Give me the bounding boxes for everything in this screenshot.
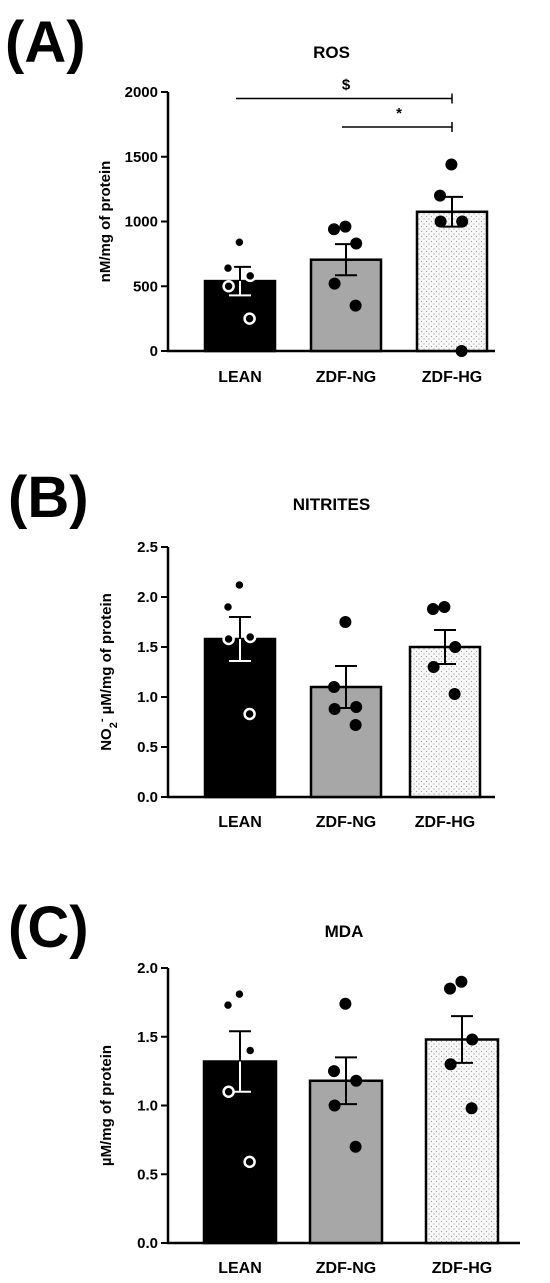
data-point <box>328 681 340 693</box>
data-point <box>444 982 456 995</box>
data-point <box>455 345 468 357</box>
bar-zdf-hg <box>415 210 489 353</box>
data-point <box>328 1099 341 1112</box>
bar-lean <box>203 637 277 799</box>
data-point <box>222 280 235 293</box>
data-point <box>349 719 362 731</box>
y-tick-label: 1.5 <box>137 1029 158 1046</box>
data-point <box>445 158 458 171</box>
chart-title: NITRITES <box>293 495 370 514</box>
data-point <box>444 1058 457 1071</box>
y-tick-label: 0.5 <box>137 739 158 756</box>
bar-zdf-hg <box>424 1038 500 1245</box>
bar-zdf-hg <box>408 645 482 799</box>
y-tick-label: 0.0 <box>137 1235 158 1252</box>
data-point <box>434 215 447 228</box>
y-tick-label: 2.0 <box>137 960 158 977</box>
category-label-lean: LEAN <box>218 814 262 831</box>
category-label-zdf-hg: ZDF-HG <box>432 1260 492 1277</box>
data-point <box>448 688 461 700</box>
y-axis-label: NO2- µM/mg of protein <box>96 593 120 751</box>
data-point <box>427 661 440 673</box>
data-point <box>243 312 256 325</box>
y-tick-label: 2000 <box>125 84 158 101</box>
data-point <box>449 641 462 653</box>
y-tick-label: 500 <box>133 278 158 295</box>
y-axis-label: nM/mg of protein <box>97 161 114 283</box>
data-point <box>243 1155 256 1169</box>
data-point <box>339 220 352 233</box>
data-point <box>350 237 363 250</box>
data-point <box>349 1140 362 1153</box>
data-point <box>328 223 340 236</box>
chart-panel-2: (B) NITRITES 0.0 0.5 1.0 1.5 2.0 2.5 NO2- µM/mg … <box>8 465 495 831</box>
data-point <box>222 1085 235 1098</box>
category-label-lean: LEAN <box>218 1260 262 1277</box>
data-point <box>243 1044 257 1057</box>
category-label-zdf-ng: ZDF-NG <box>316 369 376 386</box>
data-point <box>243 707 256 721</box>
data-point <box>339 616 352 628</box>
y-tick-label: 2.0 <box>137 589 158 606</box>
panel-label: (B) <box>8 465 89 530</box>
y-tick-label: 1.5 <box>137 639 158 656</box>
category-label-zdf-ng: ZDF-NG <box>316 814 376 831</box>
category-label-zdf-ng: ZDF-NG <box>316 1260 376 1277</box>
data-point <box>466 1033 479 1046</box>
bar-zdf-ng <box>308 1079 384 1245</box>
panel-label: (A) <box>5 10 86 75</box>
panel-label: (C) <box>8 895 89 960</box>
y-tick-label: 0.5 <box>137 1166 158 1183</box>
data-point <box>221 998 235 1012</box>
y-tick-label: 2.5 <box>137 539 158 556</box>
chart-panel-1: (A) ROS 0 500 1000 1500 2000 nM/mg of protein LE… <box>5 10 495 386</box>
y-tick-label: 1000 <box>125 214 158 231</box>
data-point <box>456 215 469 228</box>
data-point <box>427 603 439 615</box>
y-tick-label: 0 <box>150 343 158 360</box>
data-point <box>328 277 341 290</box>
y-axis-label: µM/mg of protein <box>98 1045 115 1166</box>
y-tick-label: 0.0 <box>137 789 158 806</box>
data-point <box>233 578 246 592</box>
category-label-lean: LEAN <box>218 369 262 386</box>
category-label-zdf-hg: ZDF-HG <box>422 369 482 386</box>
data-point <box>465 1102 478 1115</box>
category-label-zdf-hg: ZDF-HG <box>415 814 475 831</box>
data-point <box>438 601 451 613</box>
data-point <box>434 189 446 202</box>
data-point <box>328 1065 340 1078</box>
chart-title: MDA <box>325 922 364 941</box>
data-point <box>221 261 235 275</box>
y-tick-label: 1.0 <box>137 1098 158 1115</box>
data-point <box>222 632 235 646</box>
y-tick-label: 1.0 <box>137 689 158 706</box>
significance-label: * <box>396 105 402 122</box>
y-tick-label: 1500 <box>125 149 158 166</box>
chart-panel-3: (C) MDA 0.0 0.5 1.0 1.5 2.0 µM/mg of protein LEA… <box>8 895 520 1277</box>
data-point <box>339 997 352 1010</box>
data-point <box>328 703 341 715</box>
data-point <box>221 600 235 614</box>
data-point <box>455 975 468 988</box>
data-point <box>243 630 257 644</box>
chart-title: ROS <box>313 43 350 62</box>
data-point <box>233 235 246 249</box>
data-point <box>233 987 246 1001</box>
data-point <box>349 299 362 312</box>
data-point <box>350 1074 363 1087</box>
data-point <box>243 269 257 283</box>
significance-label: $ <box>342 76 351 93</box>
data-point <box>350 701 363 713</box>
